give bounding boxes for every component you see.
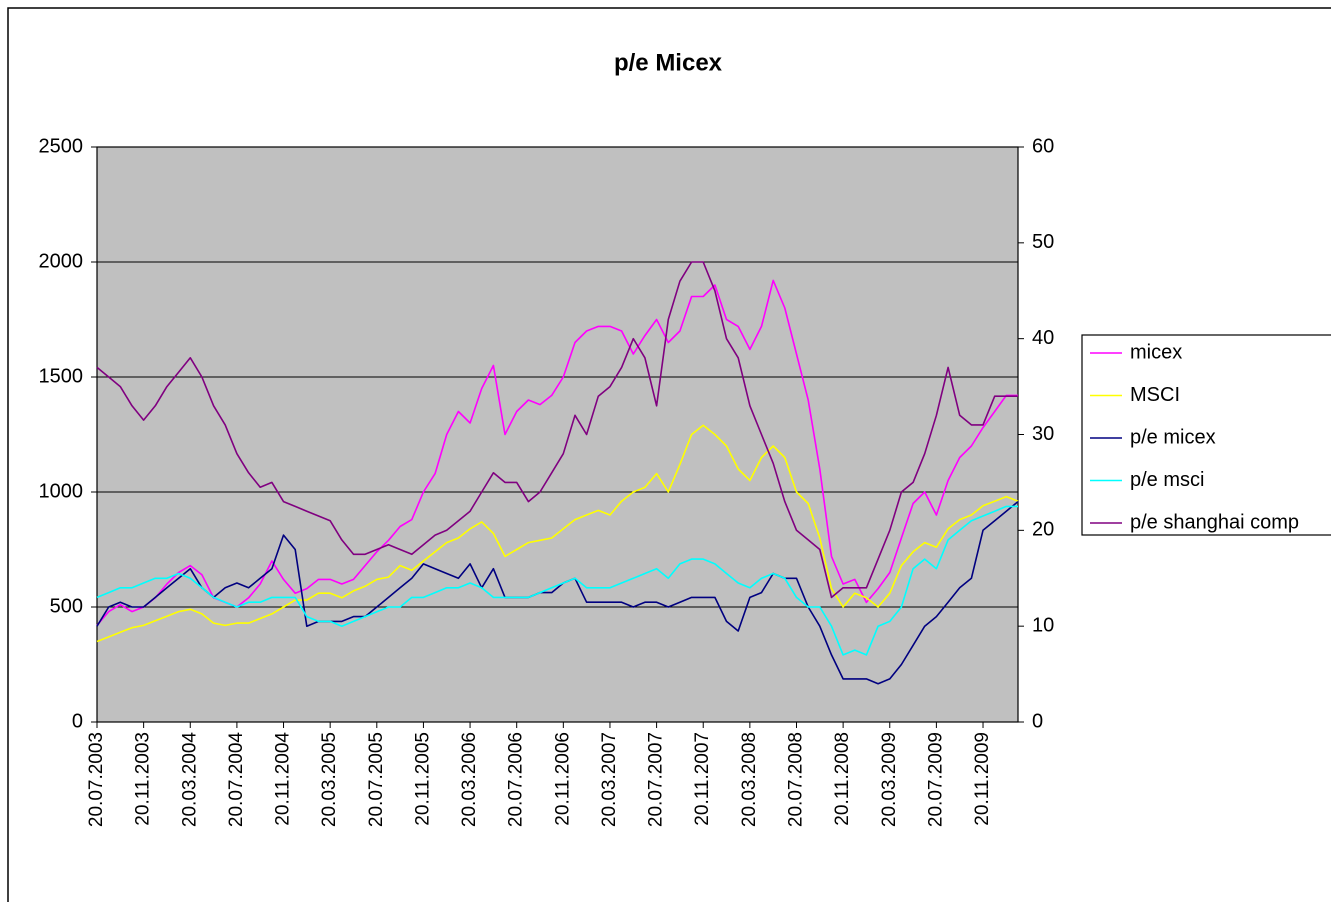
plot-area [97, 147, 1018, 722]
x-tick-label: 20.03.2008 [739, 732, 760, 827]
x-tick-label: 20.07.2007 [646, 732, 667, 827]
y2-tick-label: 40 [1032, 327, 1054, 349]
x-tick-label: 20.03.2009 [879, 732, 900, 827]
plot-border [96, 146, 1019, 723]
x-tick-label: 20.07.2005 [366, 732, 387, 827]
legend-label: p/e shanghai comp [1130, 511, 1299, 533]
x-tick-label: 20.07.2004 [226, 732, 247, 828]
x-tick-label: 20.03.2006 [459, 732, 480, 827]
y-tick-label: 1500 [39, 365, 84, 387]
series-line [96, 261, 1018, 599]
y-tick-label: 2500 [39, 135, 84, 157]
x-tick-label: 20.11.2006 [552, 732, 573, 826]
x-tick-label: 20.11.2003 [133, 732, 154, 826]
x-tick-label: 20.07.2006 [506, 732, 527, 827]
legend-label: p/e micex [1130, 426, 1216, 448]
series-line [96, 279, 1018, 626]
x-tick-label: 20.11.2009 [972, 732, 993, 826]
series-line [96, 500, 1019, 685]
x-tick-label: 20.03.2004 [179, 732, 200, 828]
x-tick-label: 20.03.2005 [319, 732, 340, 827]
legend-label: micex [1130, 341, 1182, 363]
y-tick-label: 1000 [39, 480, 84, 502]
y2-tick-label: 0 [1032, 710, 1043, 732]
x-tick-label: 20.11.2004 [273, 732, 294, 826]
y2-tick-label: 60 [1032, 135, 1054, 157]
y2-tick-label: 30 [1032, 423, 1054, 445]
legend-label: MSCI [1130, 384, 1180, 406]
legend-label: p/e msci [1130, 469, 1204, 491]
y2-tick-label: 20 [1032, 519, 1054, 541]
x-tick-label: 20.11.2007 [692, 732, 713, 826]
y-tick-label: 0 [72, 710, 83, 732]
series-line [96, 424, 1019, 643]
x-tick-label: 20.07.2008 [786, 732, 807, 827]
x-tick-label: 20.11.2008 [832, 732, 853, 826]
x-tick-label: 20.07.2003 [86, 732, 107, 827]
y2-tick-label: 10 [1032, 614, 1054, 636]
series-line [96, 505, 1018, 656]
x-tick-label: 20.11.2005 [412, 732, 433, 826]
y2-tick-label: 50 [1032, 231, 1054, 253]
y-tick-label: 500 [50, 595, 83, 617]
legend-box [1081, 334, 1331, 536]
y-tick-label: 2000 [39, 250, 84, 272]
chart-title: p/e Micex [614, 49, 723, 76]
x-tick-label: 20.03.2007 [599, 732, 620, 827]
x-tick-label: 20.07.2009 [925, 732, 946, 827]
